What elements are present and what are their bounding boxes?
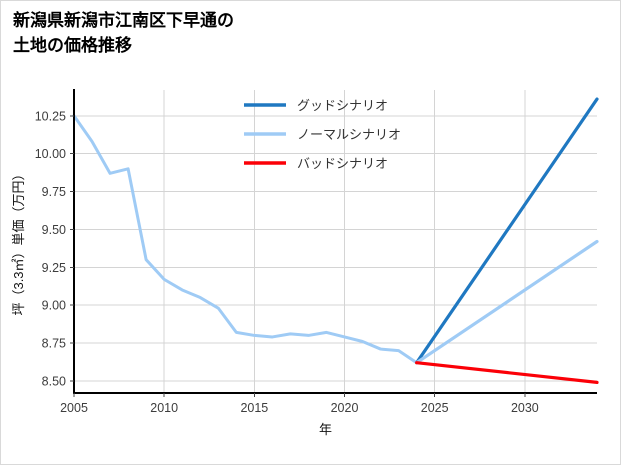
legend-label-1: ノーマルシナリオ [297,127,401,142]
y-tick-label: 9.75 [42,185,66,199]
y-tick-label: 9.00 [42,299,66,313]
y-tick-label: 8.75 [42,337,66,351]
y-tick-label: 9.25 [42,261,66,275]
y-tick-label: 9.50 [42,223,66,237]
y-tick-label: 10.00 [35,147,66,161]
y-tick-label: 8.50 [42,374,66,388]
series-layer [72,97,599,384]
series-line-historical [72,114,419,365]
x-tick-label: 2025 [421,401,449,415]
axis-layer [70,89,597,397]
tick-label-layer: 8.50 8.75 9.00 9.25 9.50 9.75 10.00 10.25 2005 20… [35,109,539,415]
x-tick-label: 2010 [150,401,178,415]
x-tick-label: 2005 [60,401,88,415]
grid-layer [73,90,597,393]
x-axis-title: 年 [319,422,332,437]
x-tick-label: 2020 [331,401,359,415]
y-tick-label: 10.25 [35,109,66,123]
legend-label-0: グッドシナリオ [297,98,388,113]
series-line-normal_scenario [415,239,599,365]
x-tick-label: 2030 [511,401,539,415]
axis-title-layer: 年 坪（3.3㎡）単価（万円） [11,167,332,437]
y-axis-title: 坪（3.3㎡）単価（万円） [11,167,26,315]
x-tick-label: 2015 [240,401,268,415]
series-line-good_scenario [415,97,599,365]
series-line-bad_scenario [415,361,599,384]
page-title: 新潟県新潟市江南区下早通の 土地の価格推移 [13,11,234,55]
legend-label-2: バッドシナリオ [297,156,388,171]
